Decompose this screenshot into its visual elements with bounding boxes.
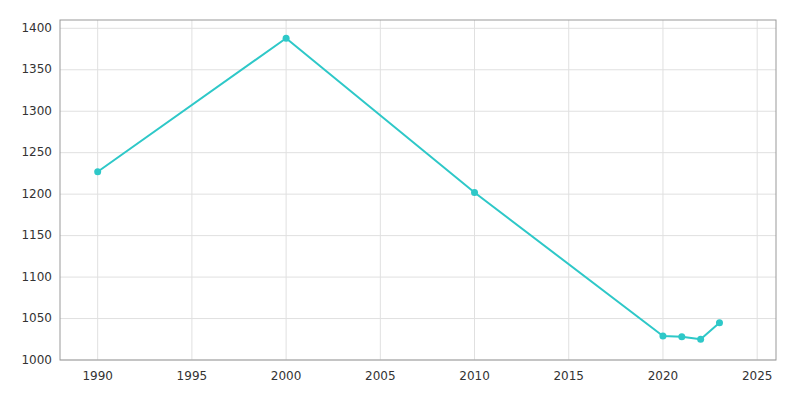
y-tick-label: 1150 <box>21 228 52 242</box>
x-grid-line <box>568 20 569 360</box>
y-grid-line <box>60 111 776 112</box>
y-grid-line <box>60 235 776 236</box>
y-grid-line <box>60 28 776 29</box>
data-point <box>471 189 478 196</box>
y-grid-line <box>60 318 776 319</box>
y-tick-label: 1050 <box>21 311 52 325</box>
x-tick-label: 2015 <box>553 369 584 383</box>
x-grid-line <box>286 20 287 360</box>
x-tick-label: 1995 <box>177 369 208 383</box>
y-grid-line <box>60 152 776 153</box>
data-point <box>678 333 685 340</box>
data-point <box>94 168 101 175</box>
x-tick-label: 1990 <box>82 369 113 383</box>
x-grid-line <box>380 20 381 360</box>
x-grid-line <box>662 20 663 360</box>
y-tick-label: 1000 <box>21 353 52 367</box>
y-tick-label: 1300 <box>21 104 52 118</box>
x-tick-label: 2010 <box>459 369 490 383</box>
tick-labels: 1000 1050 1100 1150 1200 1250 1300 1350 1400 1990… <box>21 21 772 383</box>
x-tick-label: 2005 <box>365 369 396 383</box>
y-tick-label: 1400 <box>21 21 52 35</box>
data-point <box>716 319 723 326</box>
data-point <box>697 336 704 343</box>
x-tick-label: 2020 <box>648 369 679 383</box>
y-grid-line <box>60 194 776 195</box>
x-grid-line <box>757 20 758 360</box>
data-point <box>283 35 290 42</box>
grid <box>60 20 776 360</box>
y-tick-label: 1250 <box>21 145 52 159</box>
x-grid-line <box>97 20 98 360</box>
x-tick-label: 2025 <box>742 369 773 383</box>
x-tick-label: 2000 <box>271 369 302 383</box>
y-grid-line <box>60 277 776 278</box>
chart-svg: 1000 1050 1100 1150 1200 1250 1300 1350 1400 1990… <box>0 0 800 400</box>
data-group <box>94 35 723 343</box>
data-line <box>98 38 720 339</box>
y-grid-line <box>60 69 776 70</box>
data-point <box>659 332 666 339</box>
x-grid-line <box>191 20 192 360</box>
y-tick-label: 1200 <box>21 187 52 201</box>
chart-root: 1000 1050 1100 1150 1200 1250 1300 1350 1400 1990… <box>0 0 800 400</box>
y-tick-label: 1100 <box>21 270 52 284</box>
plot-frame <box>60 20 776 360</box>
y-tick-label: 1350 <box>21 62 52 76</box>
